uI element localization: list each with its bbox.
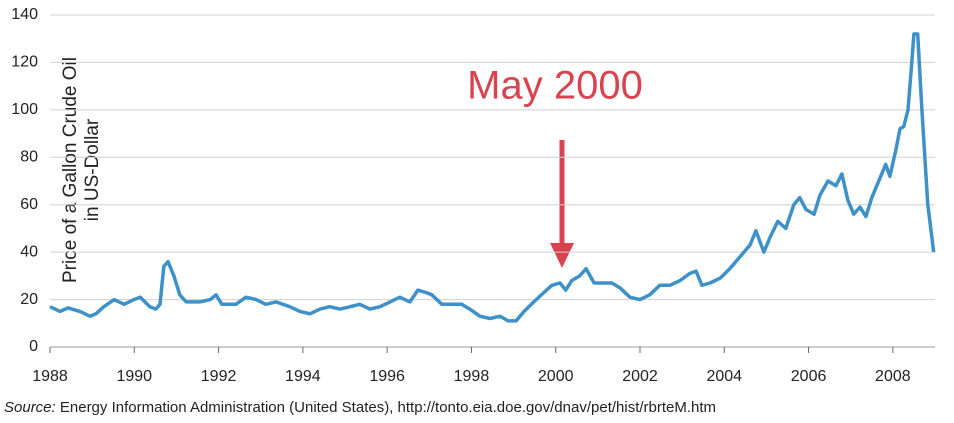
y-axis-label: Price of a Gallon Crude Oil in US-Dollar bbox=[60, 57, 103, 283]
x-tick-label: 1998 bbox=[454, 368, 490, 385]
source-label: Source: bbox=[4, 399, 56, 416]
y-tick-label: 80 bbox=[20, 149, 38, 166]
y-tick-label: 60 bbox=[20, 196, 38, 213]
x-tick-label: 2004 bbox=[706, 368, 742, 385]
price-line bbox=[49, 32, 936, 323]
x-tick-label: 2002 bbox=[622, 368, 658, 385]
y-label-line: in US-Dollar bbox=[82, 118, 103, 221]
arrow-head bbox=[550, 243, 574, 268]
y-tick-label: 140 bbox=[11, 6, 38, 23]
source-text: Energy Information Administration (Unite… bbox=[60, 399, 716, 416]
x-tick-label: 1992 bbox=[201, 368, 237, 385]
annotation: May 2000 bbox=[467, 64, 643, 108]
x-tick-label: 2008 bbox=[875, 368, 911, 385]
source-note: Source: Energy Information Administratio… bbox=[4, 399, 716, 416]
x-tick-label: 1990 bbox=[116, 368, 152, 385]
y-label-line: Price of a Gallon Crude Oil bbox=[60, 57, 81, 283]
y-tick-label: 100 bbox=[11, 101, 38, 118]
x-tick-label: 2000 bbox=[538, 368, 574, 385]
x-tick-label: 1996 bbox=[369, 368, 405, 385]
x-tick-label: 1994 bbox=[285, 368, 321, 385]
x-tick-label: 2006 bbox=[791, 368, 827, 385]
y-tick-label: 20 bbox=[20, 291, 38, 308]
y-tick-label: 120 bbox=[11, 54, 38, 71]
y-tick-label: 0 bbox=[29, 338, 38, 355]
x-tick-label: 1988 bbox=[32, 368, 68, 385]
y-tick-label: 40 bbox=[20, 243, 38, 260]
